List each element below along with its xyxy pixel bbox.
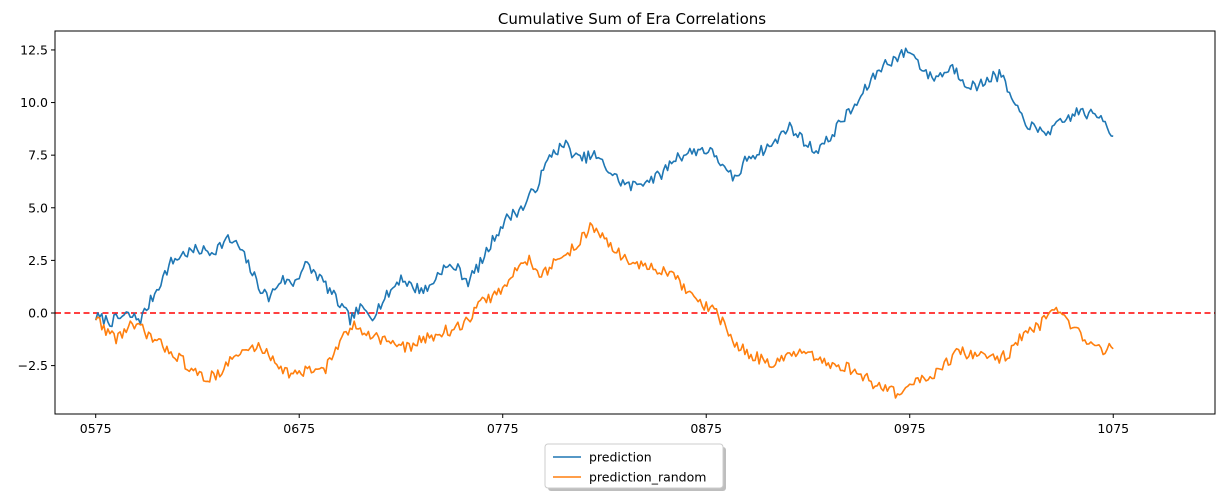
x-tick-label: 0975 [894,421,926,436]
y-tick-label: 10.0 [20,95,48,110]
y-axis: −2.5 0.0 2.5 5.0 7.5 10.0 12.5 [18,42,55,373]
series-line-prediction [94,47,1114,328]
y-tick-label: 7.5 [28,148,48,163]
y-tick-label: 2.5 [28,253,48,268]
series-line-prediction-random [95,222,1114,399]
x-tick-label: 1075 [1097,421,1129,436]
legend: prediction prediction_random [544,443,726,491]
legend-box [544,443,724,489]
x-axis: 0575 0675 0775 0875 0975 1075 [80,414,1129,436]
legend-label: prediction_random [589,470,706,485]
plot-frame [54,30,1216,415]
y-tick-label: 5.0 [28,200,48,215]
x-tick-label: 0775 [487,421,519,436]
y-tick-label: 12.5 [20,42,48,57]
x-tick-label: 0675 [283,421,315,436]
x-tick-label: 0875 [690,421,722,436]
chart-title: Cumulative Sum of Era Correlations [498,10,766,28]
y-tick-label: −2.5 [18,358,48,373]
x-tick-label: 0575 [80,421,112,436]
legend-label: prediction [589,450,652,465]
series-layer [55,47,1215,399]
y-tick-label: 0.0 [28,305,48,320]
